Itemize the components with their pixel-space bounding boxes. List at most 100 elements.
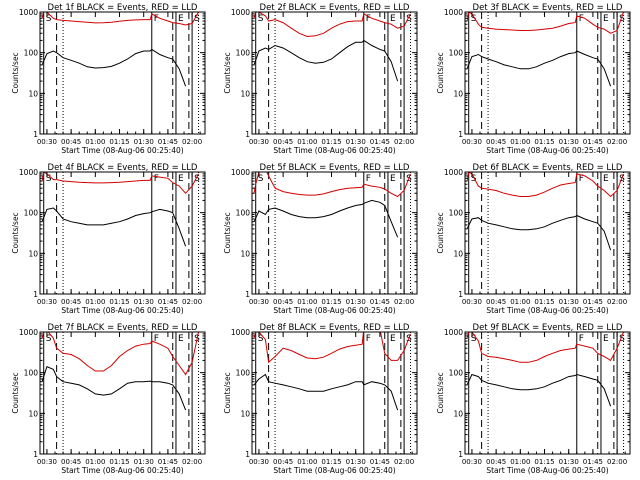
- series-line-lld: [253, 12, 411, 38]
- x-tick-label: 01:45: [158, 138, 178, 146]
- series-line-events: [253, 373, 399, 411]
- x-tick-label: 01:15: [109, 138, 129, 146]
- y-tick-label: 100: [24, 209, 39, 218]
- marker-label-s: S: [194, 174, 200, 184]
- x-tick-label: 00:45: [273, 138, 293, 146]
- x-tick-label: 01:15: [534, 298, 554, 306]
- y-axis-label: Counts/sec: [223, 372, 232, 413]
- marker-label-f: F: [154, 174, 159, 184]
- x-tick-label: 02:00: [607, 458, 627, 466]
- y-tick-label: 1000: [231, 8, 250, 17]
- x-tick-label: 00:30: [37, 458, 57, 466]
- x-tick-label: 01:45: [583, 298, 603, 306]
- x-tick-label: 01:30: [346, 138, 366, 146]
- x-tick-label: 01:30: [559, 138, 579, 146]
- x-tick-label: 01:30: [134, 138, 154, 146]
- y-tick-label: 10: [453, 89, 463, 98]
- plot-frame: [464, 11, 631, 135]
- series-line-lld: [466, 12, 624, 34]
- series-line-events: [253, 39, 399, 82]
- marker-label-f: F: [366, 14, 371, 24]
- x-tick-label: 01:00: [510, 138, 530, 146]
- marker-label-e: E: [390, 334, 396, 344]
- x-tick-label: 02:00: [182, 138, 202, 146]
- marker-label-e: E: [603, 334, 609, 344]
- marker-label-s: S: [471, 14, 477, 24]
- chart-title: Det 2f BLACK = Events, RED = LLD: [260, 3, 410, 13]
- plot-frame: [464, 171, 631, 295]
- x-tick-label: 02:00: [182, 298, 202, 306]
- y-axis-label: Counts/sec: [223, 212, 232, 253]
- y-tick-label: 10: [453, 409, 463, 418]
- x-tick-label: 01:30: [559, 298, 579, 306]
- marker-label-e: E: [178, 14, 184, 24]
- marker-label-s: S: [406, 14, 412, 24]
- x-tick-label: 01:45: [370, 458, 390, 466]
- plot-frame: [39, 11, 206, 135]
- x-tick-label: 01:15: [321, 138, 341, 146]
- series-line-lld: [41, 332, 199, 376]
- x-tick-label: 00:45: [61, 458, 81, 466]
- marker-label-f: F: [366, 334, 371, 344]
- x-tick-label: 01:45: [158, 458, 178, 466]
- marker-label-e: E: [390, 174, 396, 184]
- y-tick-label: 10: [28, 249, 38, 258]
- x-axis-label: Start Time (08-Aug-06 00:25:40): [486, 306, 608, 315]
- y-tick-label: 1000: [444, 168, 463, 177]
- chart-title: Det 3f BLACK = Events, RED = LLD: [473, 3, 623, 13]
- x-tick-label: 01:00: [510, 298, 530, 306]
- y-tick-label: 1: [33, 290, 38, 299]
- x-tick-label: 02:00: [394, 458, 414, 466]
- chart-title: Det 1f BLACK = Events, RED = LLD: [48, 3, 198, 13]
- series-line-lld: [253, 172, 411, 198]
- series-line-lld: [466, 172, 624, 198]
- x-axis-label: Start Time (08-Aug-06 00:25:40): [61, 466, 183, 475]
- y-tick-label: 1: [33, 450, 38, 459]
- y-tick-label: 1: [458, 290, 463, 299]
- plot-frame: [39, 171, 206, 295]
- x-tick-label: 01:15: [109, 298, 129, 306]
- marker-label-s: S: [619, 334, 625, 344]
- x-tick-label: 00:45: [61, 298, 81, 306]
- y-axis-label: Counts/sec: [436, 212, 445, 253]
- marker-label-f: F: [154, 14, 159, 24]
- series-line-events: [41, 366, 187, 411]
- y-tick-label: 1000: [19, 328, 38, 337]
- x-tick-label: 01:30: [134, 298, 154, 306]
- y-tick-label: 100: [236, 369, 251, 378]
- chart-title: Det 9f BLACK = Events, RED = LLD: [473, 323, 623, 333]
- x-tick-label: 01:15: [321, 458, 341, 466]
- x-tick-label: 00:45: [273, 298, 293, 306]
- x-tick-label: 00:45: [486, 138, 506, 146]
- x-tick-label: 01:45: [370, 138, 390, 146]
- marker-label-s: S: [46, 14, 52, 24]
- plot-frame: [251, 171, 418, 295]
- y-tick-label: 10: [240, 409, 250, 418]
- x-tick-label: 01:30: [134, 458, 154, 466]
- y-tick-label: 100: [449, 209, 464, 218]
- series-line-lld: [253, 332, 411, 364]
- series-line-events: [466, 50, 612, 87]
- marker-label-s: S: [619, 174, 625, 184]
- x-tick-label: 00:30: [462, 458, 482, 466]
- x-axis-label: Start Time (08-Aug-06 00:25:40): [273, 466, 395, 475]
- marker-label-s: S: [406, 334, 412, 344]
- marker-label-f: F: [579, 14, 584, 24]
- series-line-events: [253, 199, 399, 238]
- chart-title: Det 8f BLACK = Events, RED = LLD: [260, 323, 410, 333]
- x-tick-label: 01:15: [321, 298, 341, 306]
- y-tick-label: 10: [240, 89, 250, 98]
- y-tick-label: 10: [453, 249, 463, 258]
- x-tick-label: 01:00: [510, 458, 530, 466]
- y-axis-label: Counts/sec: [11, 372, 20, 413]
- x-tick-label: 01:00: [297, 298, 317, 306]
- x-tick-label: 01:15: [534, 138, 554, 146]
- y-tick-label: 100: [24, 369, 39, 378]
